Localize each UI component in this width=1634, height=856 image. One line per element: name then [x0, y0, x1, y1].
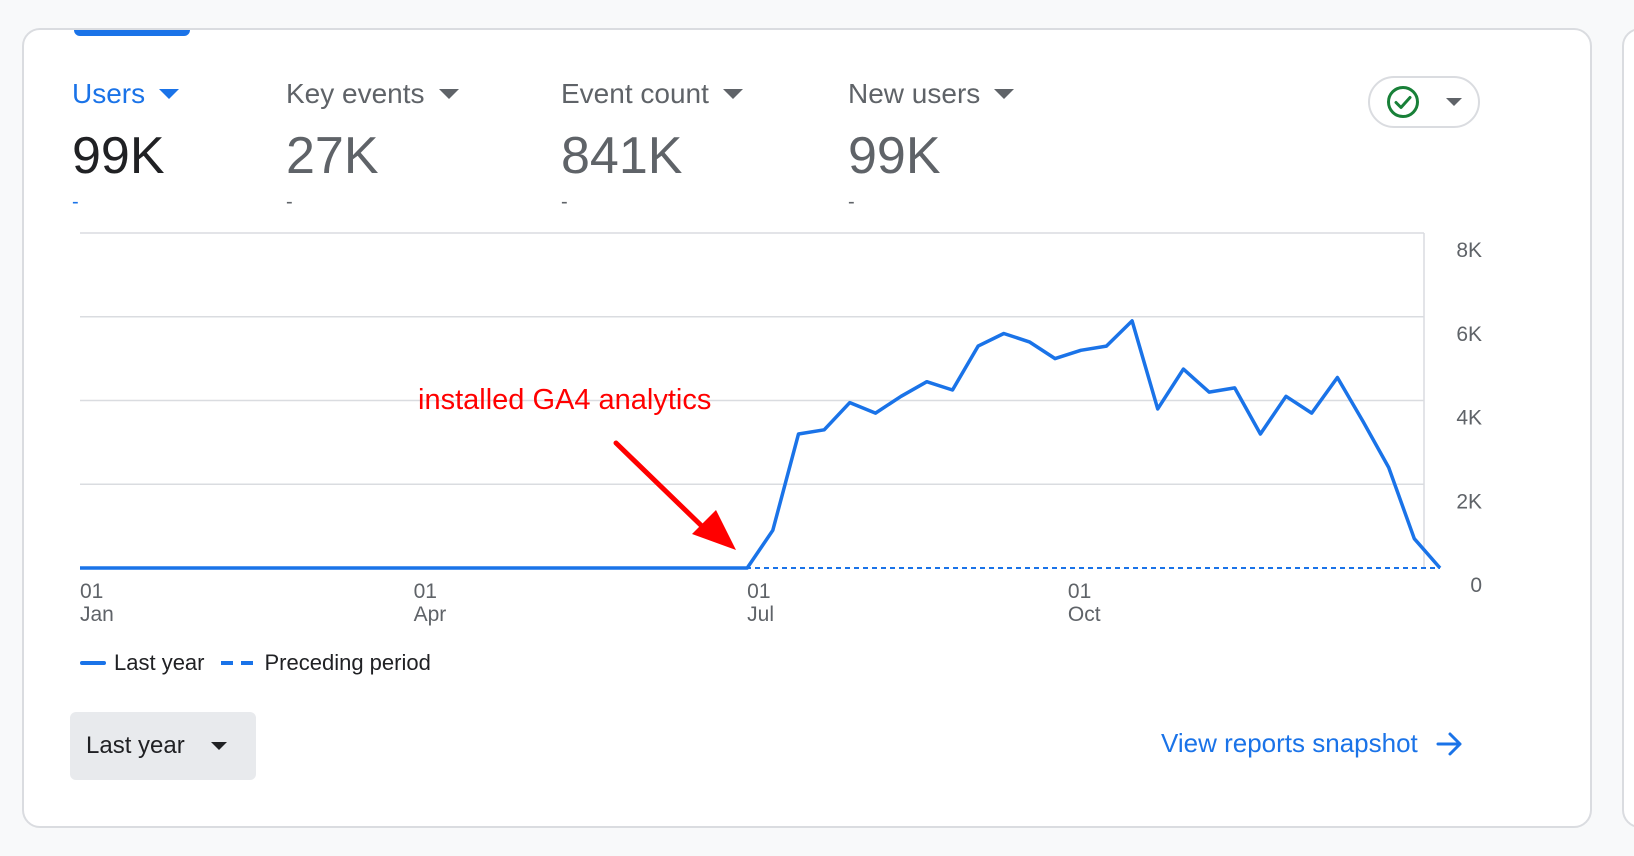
chevron-down-icon — [210, 742, 227, 750]
annotation-arrow-shaft — [613, 440, 713, 537]
adjacent-card-edge — [1622, 28, 1634, 828]
metric-event-count-delta: - — [561, 191, 568, 213]
metric-event-count[interactable]: Event count 841K - — [561, 74, 743, 216]
x-tick-day: 01 — [80, 580, 103, 603]
metric-users-label[interactable]: Users — [72, 74, 180, 114]
metric-new-users-label[interactable]: New users — [848, 74, 1015, 114]
annotation-group: installed GA4 analytics — [418, 384, 736, 550]
metric-new-users-value: 99K — [848, 127, 941, 185]
legend-item-last-year: Last year — [80, 650, 205, 676]
metric-users-delta: - — [72, 191, 79, 213]
legend-item-preceding: Preceding period — [220, 650, 431, 676]
y-tick-label: 0 — [1470, 574, 1482, 597]
home-summary-card: Users 99K - Key events 27K - Event count… — [22, 28, 1592, 828]
metric-key-events-value: 27K — [286, 127, 379, 185]
chevron-down-icon — [159, 89, 180, 99]
arrow-icon — [692, 510, 736, 550]
chart-legend: Last year Preceding period — [80, 650, 447, 676]
metric-key-events-label[interactable]: Key events — [286, 74, 459, 114]
chevron-down-icon — [994, 89, 1015, 99]
metric-event-count-value: 841K — [561, 127, 683, 185]
y-tick-label: 6K — [1456, 323, 1482, 346]
chevron-down-icon — [438, 89, 459, 99]
y-tick-label: 2K — [1456, 490, 1482, 513]
metric-new-users-delta: - — [848, 191, 855, 213]
y-tick-label: 4K — [1456, 407, 1482, 430]
check-circle-icon — [1387, 86, 1419, 118]
chart-grid — [80, 232, 1425, 568]
chevron-down-icon — [1446, 98, 1462, 106]
x-tick-month: Jan — [80, 603, 114, 626]
active-tab-indicator — [74, 30, 190, 36]
chevron-down-icon — [722, 89, 743, 99]
x-tick-month: Apr — [414, 603, 447, 626]
x-tick-day: 01 — [414, 580, 437, 603]
view-reports-snapshot-link[interactable]: View reports snapshot — [1161, 728, 1464, 759]
y-axis-ticks: 0 2K 4K 6K 8K — [1456, 239, 1482, 597]
dashed-line-swatch — [220, 661, 255, 665]
x-tick-day: 01 — [1068, 580, 1091, 603]
data-quality-button[interactable] — [1368, 76, 1480, 128]
x-tick-day: 01 — [747, 580, 770, 603]
annotation-label: installed GA4 analytics — [418, 384, 711, 416]
solid-line-swatch — [80, 661, 106, 665]
date-range-label: Last year — [86, 732, 185, 759]
metric-event-count-label[interactable]: Event count — [561, 74, 743, 114]
metric-users[interactable]: Users 99K - — [72, 74, 180, 216]
series-line-last-year — [80, 319, 1442, 570]
metric-new-users[interactable]: New users 99K - — [848, 74, 1015, 216]
metric-users-value: 99K — [72, 127, 165, 185]
metric-key-events[interactable]: Key events 27K - — [286, 74, 459, 216]
y-tick-label: 8K — [1456, 239, 1482, 262]
arrow-right-icon — [1436, 732, 1462, 755]
metric-key-events-delta: - — [286, 191, 293, 213]
date-range-dropdown[interactable]: Last year — [70, 712, 256, 780]
x-tick-month: Oct — [1068, 603, 1101, 626]
chart-series — [80, 319, 1442, 570]
x-tick-month: Jul — [747, 603, 774, 626]
